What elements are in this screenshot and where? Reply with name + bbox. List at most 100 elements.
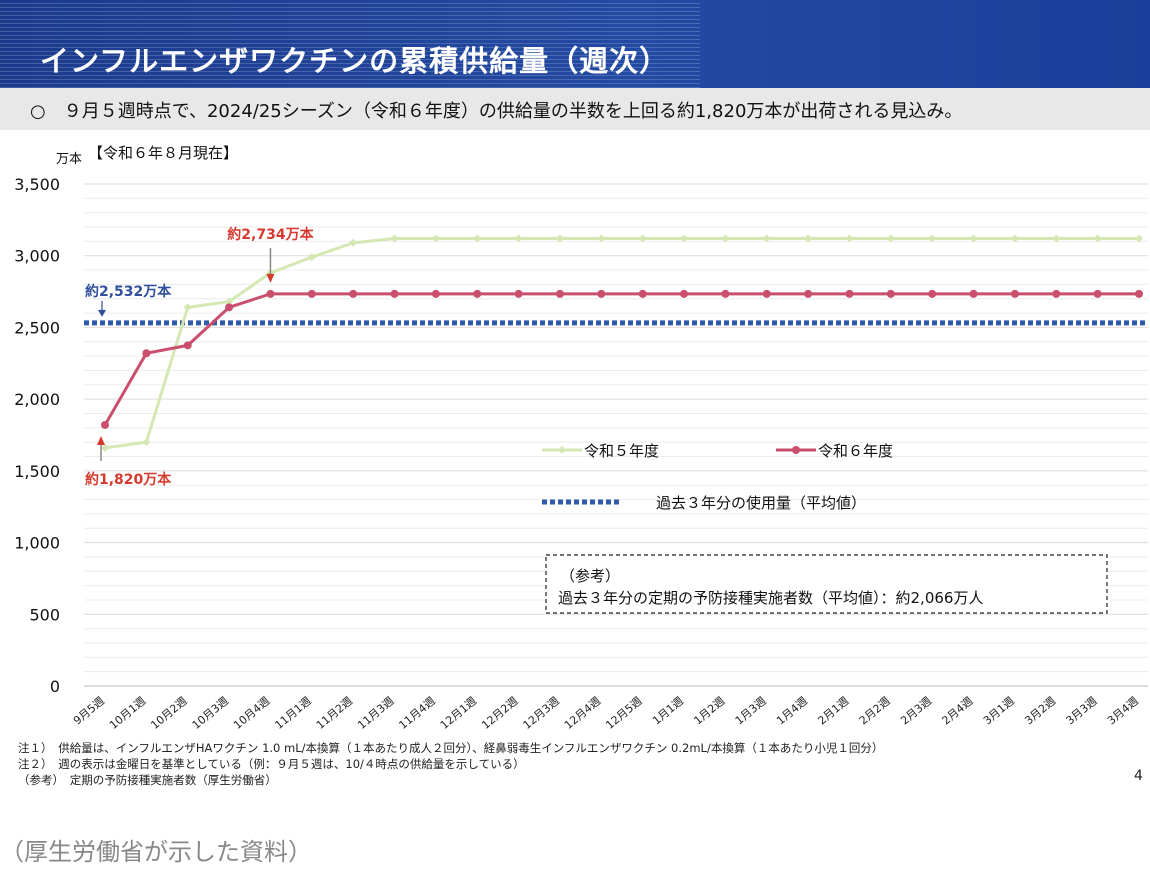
y-tick-label: 2,000 — [14, 390, 60, 409]
legend-r6-marker — [792, 446, 800, 454]
page-number: 4 — [1134, 768, 1143, 784]
x-tick-label: 2月1週 — [815, 694, 851, 727]
x-tick-label: 1月1週 — [650, 694, 686, 727]
series-r5-point — [431, 234, 440, 243]
series-r5-point — [142, 438, 151, 447]
series-r6-point — [514, 289, 523, 298]
slide-header: インフルエンザワクチンの累積供給量（週次） — [0, 0, 1150, 88]
x-tick-label: 12月3週 — [521, 694, 562, 732]
x-tick-label: 11月2週 — [314, 694, 355, 732]
series-r6-point — [1010, 289, 1019, 298]
y-tick-label: 3,000 — [14, 247, 60, 266]
footnote-1: 注１） 供給量は、インフルエンザHAワクチン 1.0 mL/本換算（１本あたり成… — [18, 741, 884, 755]
series-r6-point — [225, 303, 234, 312]
series-r6-point — [101, 420, 109, 429]
series-r6-point — [349, 289, 358, 298]
series-r5-line — [104, 237, 1139, 450]
x-tick-label: 1月3週 — [733, 694, 769, 727]
legend-r5-label: 令和５年度 — [584, 442, 659, 460]
series-r5-point — [928, 234, 937, 243]
series-r5-point — [680, 234, 689, 243]
x-tick-label: 12月5週 — [603, 694, 644, 732]
annotation-r6-start: 約1,820万本 — [85, 471, 172, 488]
series-r5-point — [1010, 234, 1019, 243]
slide-title: インフルエンザワクチンの累積供給量（週次） — [40, 44, 670, 78]
y-axis-unit: 万本 — [56, 152, 82, 167]
x-tick-label: 12月1週 — [438, 694, 479, 732]
series-r6-point — [886, 289, 895, 298]
series-r5-point — [969, 234, 978, 243]
series-r6-point — [1135, 289, 1143, 298]
x-tick-label: 11月1週 — [272, 694, 313, 732]
reference-box — [545, 554, 1108, 614]
series-r5-point — [597, 234, 606, 243]
x-tick-label: 2月2週 — [857, 694, 893, 727]
legend-average-label: 過去３年分の使用量（平均値） — [656, 494, 866, 512]
annotation-arrow-head — [266, 273, 275, 283]
series-r6-point — [473, 289, 482, 298]
summary-text: ○ ９月５週時点で、2024/25シーズン（令和６年度）の供給量の半数を上回る約… — [30, 101, 963, 122]
x-tick-label: 10月1週 — [107, 694, 148, 732]
series-r6-line — [103, 292, 1139, 426]
x-tick-label: 2月3週 — [898, 694, 934, 727]
supply-line-chart: 0 500 1,000 1,500 2,000 2,500 3,000 3,500 万本 9月5週… — [14, 152, 1148, 732]
series-r5-point — [1135, 234, 1143, 243]
x-tick-label: 12月2週 — [479, 694, 520, 732]
series-r6-point — [638, 289, 647, 298]
series-r5-point — [638, 234, 647, 243]
series-r6-point — [1093, 289, 1102, 298]
series-r6-point — [762, 289, 771, 298]
series-r5-point — [1093, 234, 1102, 243]
x-tick-label: 2月4週 — [940, 694, 976, 727]
series-r5-point — [1052, 234, 1061, 243]
series-r6-point — [1052, 289, 1061, 298]
reference-box-title: （参考） — [560, 567, 620, 585]
y-tick-label: 0 — [50, 677, 60, 696]
series-r5-point — [804, 234, 813, 243]
series-r6-point — [969, 289, 978, 298]
series-r6-point — [142, 349, 151, 358]
series-r6-point — [928, 289, 937, 298]
annotation-arrow-head — [98, 309, 106, 317]
series-r6-point — [307, 289, 316, 298]
series-r5-point — [762, 234, 771, 243]
annotation-arrow-head — [97, 435, 105, 445]
annotation-average: 約2,532万本 — [85, 283, 172, 300]
series-r5-point — [514, 234, 523, 243]
series-r5-point — [473, 234, 482, 243]
y-tick-label: 1,500 — [14, 462, 60, 481]
x-tick-label: 3月3週 — [1064, 694, 1100, 727]
series-r6-point — [183, 341, 192, 350]
series-r5-point — [845, 234, 854, 243]
x-tick-label: 1月4週 — [774, 694, 810, 727]
series-r6-point — [431, 289, 440, 298]
series-r5-point — [101, 443, 109, 452]
series-r6-point — [266, 289, 275, 298]
series-r6-point — [555, 289, 564, 298]
x-tick-label: 3月4週 — [1105, 694, 1141, 727]
series-r5-point — [225, 297, 234, 306]
reference-box-text: 過去３年分の定期の予防接種実施者数（平均値）：約2,066万人 — [558, 589, 983, 607]
series-r5-point — [183, 303, 192, 312]
series-r5-point — [307, 253, 316, 262]
x-tick-label: 11月3週 — [355, 694, 396, 732]
x-tick-label: 3月1週 — [981, 694, 1017, 727]
series-r6-point — [721, 289, 730, 298]
x-tick-label: 10月3週 — [190, 694, 231, 732]
series-r5-point — [390, 234, 399, 243]
series-r6-point — [845, 289, 854, 298]
x-tick-label: 1月2週 — [691, 694, 727, 727]
source-caption: （厚生労働省が示した資料） — [0, 838, 312, 866]
footnote-2: 注２） 週の表示は金曜日を基準としている（例：９月５週は、10/４時点の供給量を… — [18, 757, 525, 771]
footnote-3: （参考） 定期の予防接種実施者数（厚生労働省） — [18, 773, 277, 787]
legend-r5-marker — [558, 446, 566, 454]
x-tick-label: 9月5週 — [71, 694, 107, 727]
y-tick-label: 3,500 — [14, 175, 60, 194]
x-tick-label: 10月2週 — [148, 694, 189, 732]
header-stripes — [0, 0, 700, 88]
annotation-r6-peak: 約2,734万本 — [227, 226, 314, 243]
summary-bar: ○ ９月５週時点で、2024/25シーズン（令和６年度）の供給量の半数を上回る約… — [0, 88, 1150, 130]
as-of-label: 【令和６年８月現在】 — [88, 144, 239, 162]
y-tick-label: 2,500 — [14, 318, 60, 337]
series-r6-point — [680, 289, 689, 298]
